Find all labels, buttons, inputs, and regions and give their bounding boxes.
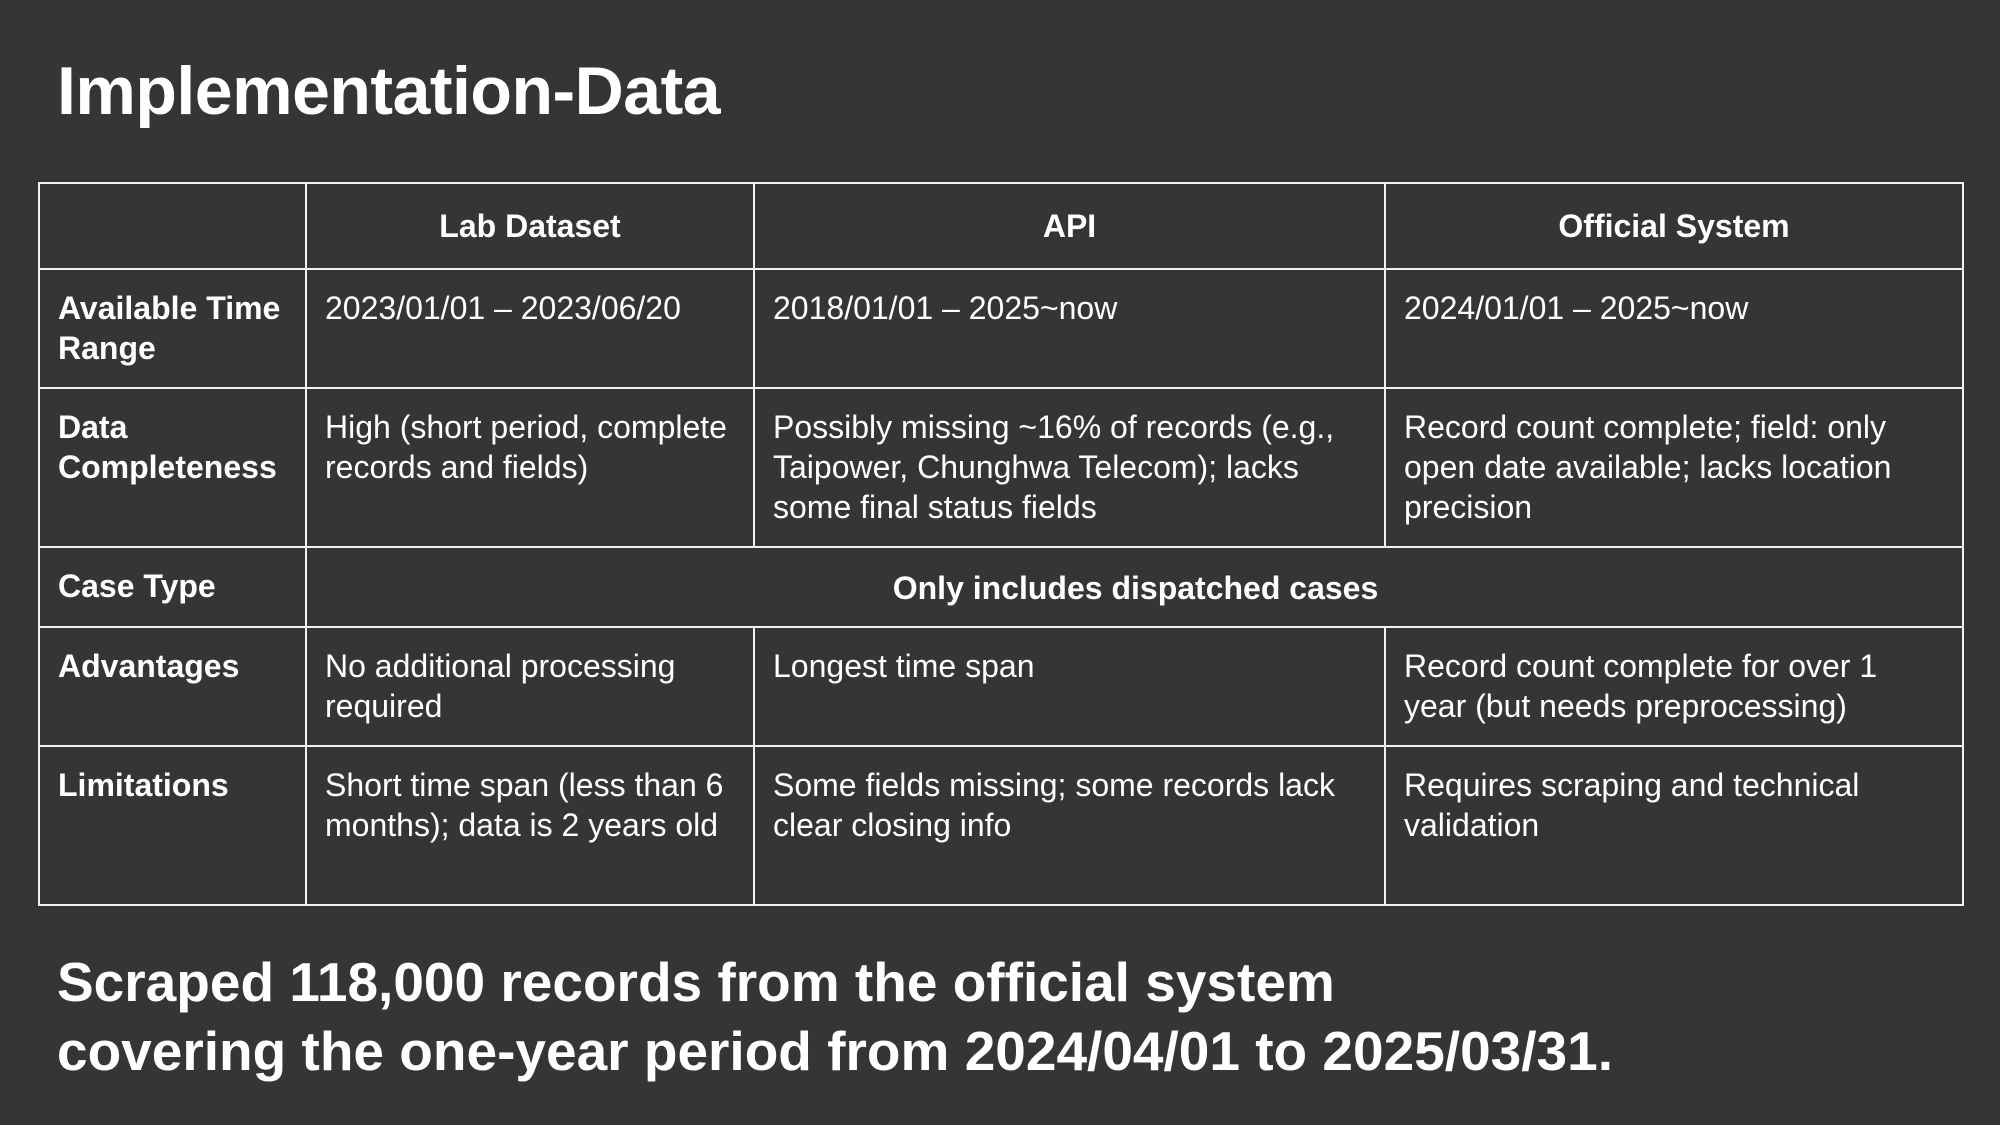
cell-limitations-lab: Short time span (less than 6 months); da… [305, 745, 755, 906]
header-cell-empty [38, 182, 307, 270]
row-label-advantages: Advantages [38, 626, 307, 747]
cell-limitations-official: Requires scraping and technical validati… [1384, 745, 1964, 906]
table-row-time-range: Available Time Range 2023/01/01 – 2023/0… [38, 268, 1964, 389]
comparison-table: Lab Dataset API Official System Availabl… [38, 182, 1964, 906]
cell-advantages-lab: No additional processing required [305, 626, 755, 747]
cell-time-range-api: 2018/01/01 – 2025~now [753, 268, 1386, 389]
table-row-limitations: Limitations Short time span (less than 6… [38, 745, 1964, 906]
cell-advantages-official: Record count complete for over 1 year (b… [1384, 626, 1964, 747]
table-row-advantages: Advantages No additional processing requ… [38, 626, 1964, 747]
table-row-completeness: Data Completeness High (short period, co… [38, 387, 1964, 548]
row-label-limitations: Limitations [38, 745, 307, 906]
header-cell-api: API [753, 182, 1386, 270]
cell-advantages-api: Longest time span [753, 626, 1386, 747]
cell-time-range-official: 2024/01/01 – 2025~now [1384, 268, 1964, 389]
summary-text: Scraped 118,000 records from the officia… [57, 948, 1613, 1086]
cell-case-type-merged: Only includes dispatched cases [305, 546, 1964, 628]
cell-completeness-lab: High (short period, complete records and… [305, 387, 755, 548]
table-header-row: Lab Dataset API Official System [38, 182, 1964, 270]
row-label-completeness: Data Completeness [38, 387, 307, 548]
summary-line-2: covering the one-year period from 2024/0… [57, 1020, 1613, 1082]
cell-limitations-api: Some fields missing; some records lack c… [753, 745, 1386, 906]
cell-completeness-api: Possibly missing ~16% of records (e.g., … [753, 387, 1386, 548]
table-row-case-type: Case Type Only includes dispatched cases [38, 546, 1964, 628]
cell-time-range-lab: 2023/01/01 – 2023/06/20 [305, 268, 755, 389]
header-cell-official-system: Official System [1384, 182, 1964, 270]
cell-completeness-official: Record count complete; field: only open … [1384, 387, 1964, 548]
summary-line-1: Scraped 118,000 records from the officia… [57, 951, 1335, 1013]
page-title: Implementation-Data [57, 53, 721, 129]
header-cell-lab-dataset: Lab Dataset [305, 182, 755, 270]
row-label-time-range: Available Time Range [38, 268, 307, 389]
row-label-case-type: Case Type [38, 546, 307, 628]
